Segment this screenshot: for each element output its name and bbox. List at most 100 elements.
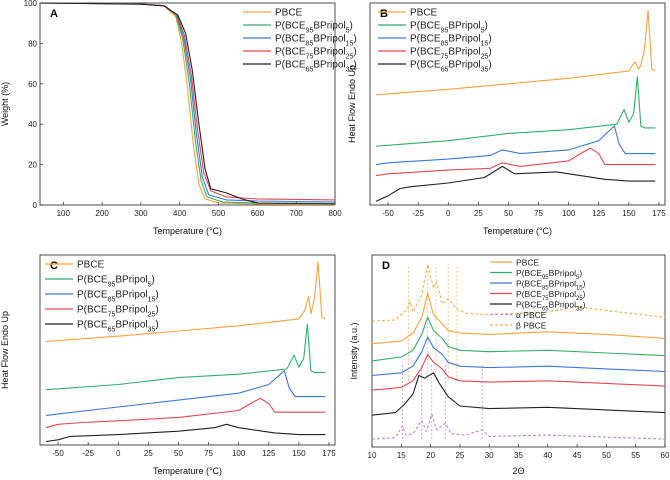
series-line bbox=[371, 263, 666, 322]
legend-label: P(BCE95BPripol5) bbox=[275, 21, 353, 35]
legend-label: P(BCE95BPripol5) bbox=[516, 268, 582, 281]
x-tick-label: 100 bbox=[57, 209, 71, 218]
x-tick-label: 125 bbox=[592, 209, 606, 218]
x-axis-label: Temperature (°C) bbox=[153, 226, 222, 236]
series-line bbox=[371, 316, 666, 362]
x-tick-label: 75 bbox=[534, 209, 543, 218]
x-tick-label: 50 bbox=[602, 451, 611, 460]
x-tick-label: 25 bbox=[144, 449, 153, 458]
panel-letter: D bbox=[382, 260, 390, 272]
series-line bbox=[45, 397, 326, 429]
x-axis-label: Temperature (°C) bbox=[153, 466, 222, 476]
x-tick-label: 40 bbox=[543, 451, 552, 460]
x-tick-label: 50 bbox=[504, 209, 513, 218]
legend-label: P(BCE75BPripol25) bbox=[410, 47, 492, 61]
panel-d: 10 15 20 25 30 35 40 45 50 55 60 2Θ Intensity (a.u.)… bbox=[349, 254, 670, 476]
series-line bbox=[39, 2, 336, 205]
x-tick-label: 35 bbox=[514, 451, 523, 460]
legend-label: P(BCE85BPripol15) bbox=[275, 34, 357, 48]
series-line bbox=[375, 9, 656, 96]
x-tick-label: 10 bbox=[368, 451, 377, 460]
legend-label: PBCE bbox=[410, 8, 438, 19]
x-tick-label: 150 bbox=[292, 449, 306, 458]
panel-letter: A bbox=[50, 8, 58, 20]
y-tick-label: 20 bbox=[28, 161, 37, 170]
plot-frame bbox=[369, 2, 666, 206]
x-tick-label: 55 bbox=[631, 451, 640, 460]
legend-label: P(BCE65BPripol35) bbox=[410, 60, 492, 74]
legend-label: P(BCE95BPripol5) bbox=[410, 21, 488, 35]
legend-label: α PBCE bbox=[516, 310, 547, 320]
legend-label: P(BCE75BPripol25) bbox=[516, 289, 586, 302]
plot-frame bbox=[39, 254, 336, 446]
series-line bbox=[371, 336, 666, 377]
x-tick-label: 0 bbox=[116, 449, 121, 458]
y-tick-label: 0 bbox=[33, 201, 38, 210]
x-tick-label: 400 bbox=[173, 209, 187, 218]
series-line bbox=[375, 165, 656, 202]
legend-label: P(BCE65BPripol35) bbox=[275, 60, 357, 74]
x-tick-label: 800 bbox=[328, 209, 342, 218]
x-tick-label: 500 bbox=[212, 209, 226, 218]
series-line bbox=[375, 147, 656, 177]
y-tick-label: 60 bbox=[28, 80, 37, 89]
y-axis-label: Intensity (a.u.) bbox=[349, 322, 359, 379]
legend-label: P(BCE65BPripol35) bbox=[516, 300, 586, 313]
series-line bbox=[371, 372, 666, 416]
x-tick-label: -50 bbox=[382, 209, 394, 218]
x-axis-label: Temperature (°C) bbox=[483, 226, 552, 236]
x-tick-label: 100 bbox=[562, 209, 576, 218]
panel-letter: B bbox=[380, 8, 388, 20]
panel-c: -50 -25 0 25 50 75 100 125 150 175 Temperature (°C… bbox=[0, 254, 336, 476]
y-tick-label: 100 bbox=[24, 0, 38, 8]
x-tick-label: 100 bbox=[232, 449, 246, 458]
legend-label: PBCE bbox=[275, 8, 303, 19]
series-line bbox=[45, 261, 326, 342]
x-tick-label: 45 bbox=[573, 451, 582, 460]
x-tick-label: 15 bbox=[397, 451, 406, 460]
series-line bbox=[375, 75, 656, 147]
x-tick-label: 30 bbox=[485, 451, 494, 460]
y-tick-label: 40 bbox=[28, 120, 37, 129]
x-axis-label: 2Θ bbox=[512, 466, 524, 476]
legend-label: P(BCE65BPripol35) bbox=[77, 320, 159, 334]
x-tick-label: 150 bbox=[622, 209, 636, 218]
x-tick-label: 0 bbox=[446, 209, 451, 218]
legend-label: PBCE bbox=[77, 260, 105, 271]
x-tick-label: 175 bbox=[652, 209, 666, 218]
legend-label: P(BCE95BPripol5) bbox=[77, 275, 155, 289]
y-axis-label: Weight (%) bbox=[0, 82, 10, 126]
legend-label: P(BCE85BPripol15) bbox=[410, 34, 492, 48]
panel-a: 100 200 300 400 500 600 700 800 0 20 40 60 80 100 Temp… bbox=[0, 0, 357, 236]
x-tick-label: 20 bbox=[426, 451, 435, 460]
series-line bbox=[371, 413, 666, 440]
y-axis-label: Heat Flow Endo Up bbox=[0, 311, 10, 389]
x-tick-label: 75 bbox=[204, 449, 213, 458]
legend-label: β PBCE bbox=[516, 321, 547, 331]
series-line bbox=[371, 292, 666, 345]
series-line bbox=[45, 370, 326, 417]
legend-label: P(BCE75BPripol25) bbox=[77, 305, 159, 319]
x-tick-label: -25 bbox=[412, 209, 424, 218]
legend-label: P(BCE85BPripol15) bbox=[77, 290, 159, 304]
x-tick-label: -25 bbox=[82, 449, 94, 458]
series-line bbox=[45, 423, 326, 443]
y-tick-label: 80 bbox=[28, 39, 37, 48]
legend-label: P(BCE75BPripol25) bbox=[275, 47, 357, 61]
x-tick-label: 50 bbox=[174, 449, 183, 458]
x-tick-label: 600 bbox=[251, 209, 265, 218]
x-tick-label: -50 bbox=[52, 449, 64, 458]
x-tick-label: 25 bbox=[455, 451, 464, 460]
series-line bbox=[45, 323, 326, 391]
legend-label: PBCE bbox=[516, 258, 539, 268]
panel-b: -50 -25 0 25 50 75 100 125 150 175 Temperature (°C… bbox=[347, 2, 666, 236]
plot-frame bbox=[39, 2, 336, 206]
x-tick-label: 125 bbox=[262, 449, 276, 458]
x-tick-label: 25 bbox=[474, 209, 483, 218]
panel-letter: C bbox=[50, 260, 58, 272]
y-axis-label: Heat Flow Endo Up bbox=[347, 65, 357, 143]
series-line bbox=[371, 353, 666, 391]
x-tick-label: 60 bbox=[661, 451, 670, 460]
x-tick-label: 700 bbox=[290, 209, 304, 218]
